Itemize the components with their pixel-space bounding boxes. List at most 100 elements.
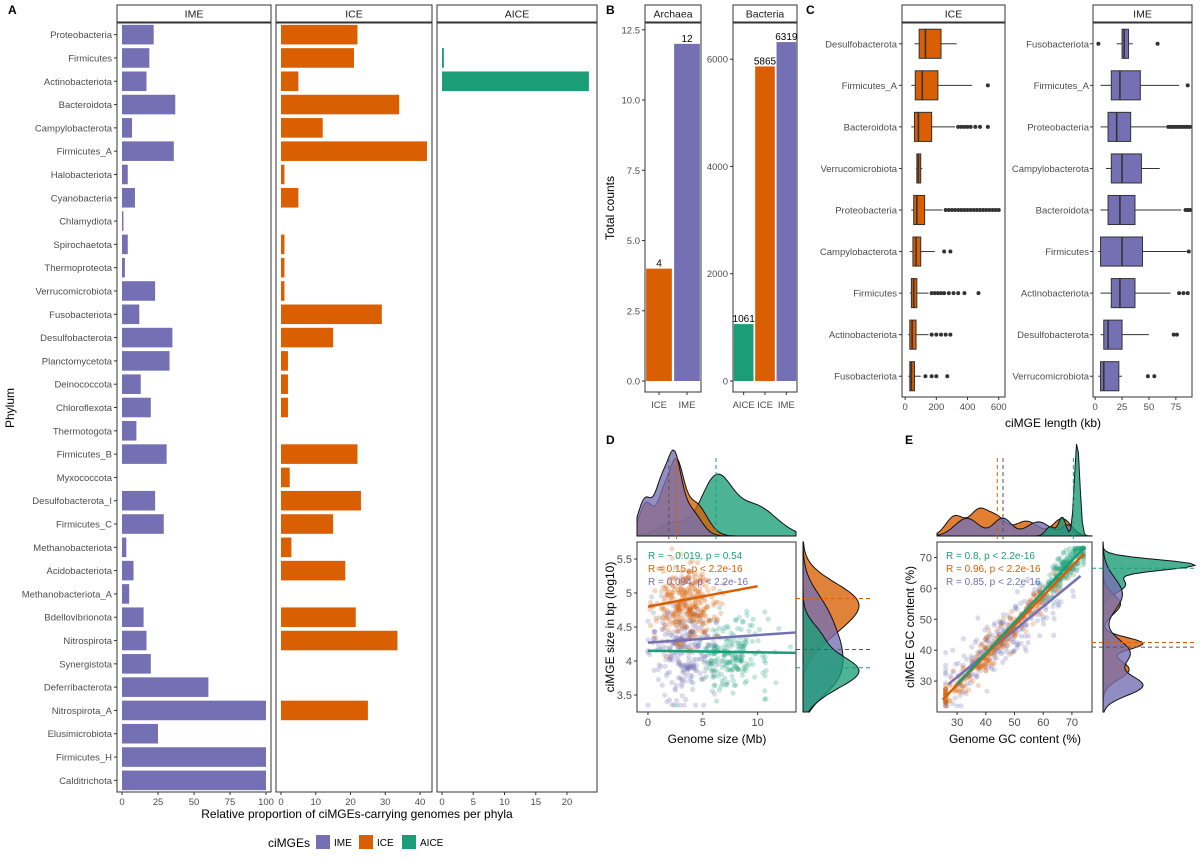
panelA-category-label: Fusobacteriota [49,310,113,321]
panelD-point [684,662,690,668]
panelD-point [706,641,712,647]
panelD-point [673,634,679,641]
panelD-point [701,631,707,637]
panelD-point [727,640,734,646]
panelE-point [1018,600,1024,606]
panelD-point [691,656,697,663]
panelD-point [687,618,693,624]
panelC-outlier [965,208,970,212]
panelD-point [724,638,730,644]
panelC-outlier [981,208,986,212]
panelD-point [662,692,668,698]
panelC-xtick-label: 600 [991,402,1007,413]
panelD-point [686,658,692,664]
panelE-point [988,663,994,669]
panelD-point [682,626,688,632]
panelC-category-label: Desulfobacterota [1017,330,1090,341]
panelD-point [691,646,697,652]
panelE-point [1036,588,1042,595]
panelE-point [1012,603,1019,610]
panelD-point [696,642,702,648]
panelD-point [684,665,690,671]
panelA-xtick-label: 100 [258,797,274,808]
panelE-point [975,666,981,672]
panelD-point [750,661,756,667]
panelC-outlier [956,291,961,296]
panelD-point [709,661,715,667]
panelE-annotation: R = 0.85, p < 2.2e-16 [946,577,1041,588]
panelC-box [1103,319,1123,350]
panelE-point [1000,642,1007,648]
panelA-bar [122,723,158,744]
panelD-point [676,675,682,681]
panelE-point [975,682,982,689]
panelD-point [728,643,734,649]
panelD-point [711,614,717,620]
panelD-point [736,614,742,621]
panelD-point [746,628,752,634]
panelE-point [977,648,983,654]
panelD-point [710,667,717,673]
panelE-point [943,686,949,692]
panelA-bar [281,304,382,325]
panelD-point [691,610,698,617]
panelD-point [679,678,685,684]
panelE-point [1044,615,1050,621]
panelE-point [986,634,992,640]
panelD-point [659,682,665,688]
panelD-point [664,608,670,614]
panelB-frame-Archaea [644,22,702,393]
panelE-point [957,689,964,695]
panelE-point [989,666,995,672]
panelD-point [673,682,679,688]
panelD-point [709,688,715,694]
panelE-point [946,698,952,704]
panelD-point [673,628,679,634]
panelD-point [669,589,675,596]
panelE-point [982,644,988,650]
panelE-point [943,688,949,695]
panelD-point [686,608,692,614]
panelC-outlier [959,208,964,212]
panelE-point [1051,600,1057,606]
panelE-point [1060,560,1066,566]
panelD-point [683,611,690,618]
panelD-point [677,605,684,612]
panelD-point [677,675,683,681]
panelD-point [685,665,691,671]
panelB-bar-IME [776,42,797,382]
panelD-point [670,633,676,639]
panelD-point [677,606,684,612]
panelA-category-label: Thermotogota [53,426,113,437]
panelE-point [1056,585,1062,591]
panelE-point [1060,562,1066,568]
panelD-point [699,571,705,577]
panelD-point [711,691,718,697]
panelE-point [1034,618,1040,624]
panelD-point [713,658,719,664]
panelD-point [688,618,695,624]
panelD-point [687,612,694,618]
panelE-point [1065,575,1072,581]
panelD-point [662,663,668,669]
panelC-box [1107,111,1132,142]
panelD-point [676,604,682,610]
panelD-point [676,607,682,613]
panelE-point [967,680,974,686]
panelE-point [944,703,951,709]
panelE-point [1007,614,1013,621]
panelA-bar [122,327,173,348]
panelD-point [677,612,684,618]
panelE-point [969,658,975,664]
panelD-annotation: R = − 0.019, p = 0.54 [648,551,743,562]
panelB-xtick-label: AICE [733,400,755,411]
panelD-point [651,629,658,635]
panelD-point [690,619,696,625]
panelC-outlier [1155,41,1160,46]
panelE-point [1023,648,1029,654]
panelC-xtick-label: 50 [1144,402,1155,413]
panelD-point [682,591,688,597]
panelE-point [1004,648,1011,654]
panelE-point [1067,555,1073,561]
panelD-point [659,614,666,621]
